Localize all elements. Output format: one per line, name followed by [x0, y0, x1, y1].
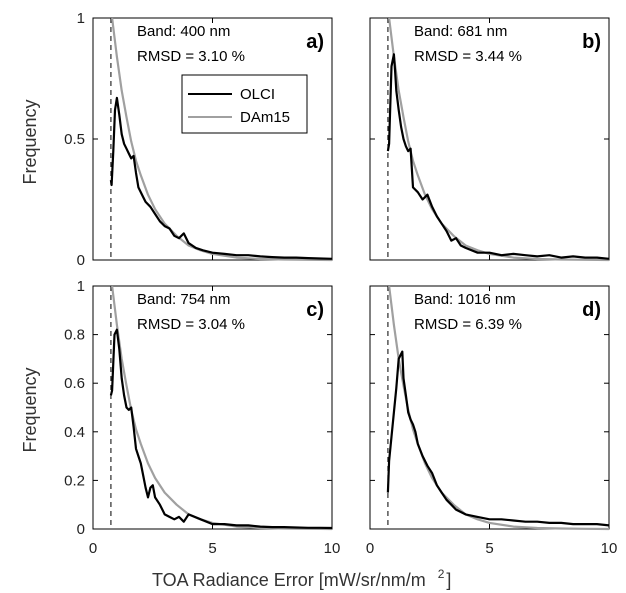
series-line-olci	[109, 328, 333, 530]
x-tick-label: 0	[89, 540, 97, 557]
y-tick-label: 1	[77, 10, 85, 27]
rmsd-annotation: RMSD = 3.10 %	[137, 48, 245, 65]
series-line-olci	[386, 53, 610, 260]
y-tick-label: 0.6	[64, 375, 85, 392]
series-line-dam15	[111, 17, 333, 262]
y-tick-label: 0.5	[64, 131, 85, 148]
x-tick-label: 5	[485, 540, 493, 557]
x-tick-label: 5	[208, 540, 216, 557]
series-line-olci	[386, 350, 610, 527]
legend-label-dam15: DAm15	[240, 109, 290, 126]
series-line-olci	[109, 96, 333, 260]
band-annotation: Band: 400 nm	[137, 23, 230, 40]
series-line-dam15	[111, 285, 333, 531]
panel-4: 0 5 10 Band: 1016 nm RMSD = 6.39 % d)	[366, 285, 618, 557]
x-axis-label-main: TOA Radiance Error [mW/sr/nm/m	[152, 570, 426, 590]
panel-frame	[92, 17, 333, 261]
panel-2: Band: 681 nm RMSD = 3.44 % b)	[369, 17, 610, 262]
legend: OLCI DAm15	[181, 74, 308, 134]
y-tick-label: 0.2	[64, 472, 85, 489]
panel-frame	[92, 285, 333, 530]
panel-letter: d)	[582, 299, 601, 321]
y-tick-label: 0.4	[64, 424, 85, 441]
panels: 0 0.5 1 Band: 400 nm RMSD = 3.10 % a) Band: 68…	[64, 10, 617, 557]
panel-1: 0 0.5 1 Band: 400 nm RMSD = 3.10 % a)	[64, 10, 333, 269]
panel-letter: a)	[306, 31, 324, 53]
x-tick-label: 0	[366, 540, 374, 557]
panel-letter: b)	[582, 31, 601, 53]
band-annotation: Band: 681 nm	[414, 23, 507, 40]
y-tick-label: 0.8	[64, 327, 85, 344]
band-annotation: Band: 1016 nm	[414, 291, 516, 308]
rmsd-annotation: RMSD = 6.39 %	[414, 316, 522, 333]
legend-box	[181, 74, 308, 134]
band-annotation: Band: 754 nm	[137, 291, 230, 308]
x-axis-label: TOA Radiance Error [mW/sr/nm/m 2]	[152, 567, 451, 590]
rmsd-annotation: RMSD = 3.44 %	[414, 48, 522, 65]
y-tick-label: 1	[77, 278, 85, 295]
y-tick-label: 0	[77, 521, 85, 538]
y-axis-label-bottom: Frequency	[20, 367, 40, 452]
y-axis-label-top: Frequency	[20, 99, 40, 184]
x-tick-label: 10	[324, 540, 341, 557]
x-tick-label: 10	[601, 540, 618, 557]
panel-letter: c)	[306, 299, 324, 321]
y-tick-label: 0	[77, 252, 85, 269]
x-axis-label-superscript: 2	[438, 567, 445, 581]
panel-frame	[369, 285, 610, 530]
rmsd-annotation: RMSD = 3.04 %	[137, 316, 245, 333]
x-axis-label-close: ]	[446, 570, 451, 590]
legend-label-olci: OLCI	[240, 86, 275, 103]
